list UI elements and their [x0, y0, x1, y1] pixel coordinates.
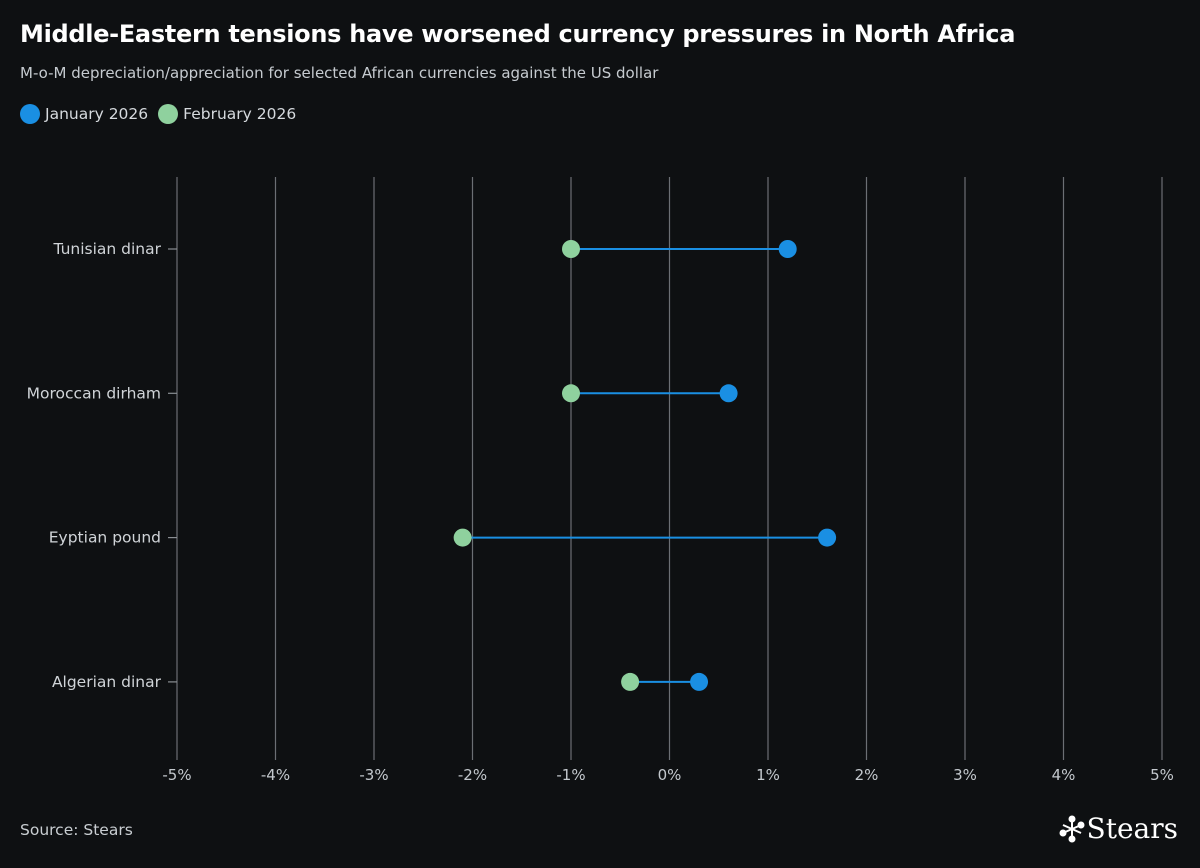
chart-title: Middle-Eastern tensions have worsened cu…: [20, 20, 1016, 48]
x-tick-label: -3%: [359, 766, 388, 784]
point-february: [562, 384, 580, 403]
legend-label-february: February 2026: [183, 105, 297, 123]
category-label: Moroccan dirham: [27, 384, 161, 402]
point-february: [621, 672, 640, 691]
x-tick-label: -5%: [162, 766, 191, 784]
chart-subtitle: M-o-M depreciation/appreciation for sele…: [20, 64, 659, 82]
x-tick-label: 2%: [855, 766, 879, 784]
legend: January 2026 February 2026: [20, 104, 306, 124]
x-tick-label: -2%: [458, 766, 487, 784]
x-tick-label: 3%: [953, 766, 977, 784]
point-january: [690, 672, 709, 691]
legend-swatch-february: [158, 104, 179, 124]
point-january: [719, 384, 738, 403]
legend-label-january: January 2026: [45, 105, 149, 123]
x-tick-label: 4%: [1052, 766, 1076, 784]
legend-item-february: February 2026: [158, 104, 296, 124]
category-label: Tunisian dinar: [52, 240, 161, 258]
category-label: Algerian dinar: [52, 673, 162, 691]
point-january: [778, 240, 797, 258]
legend-item-january: January 2026: [20, 104, 148, 124]
point-february: [453, 528, 472, 547]
x-tick-label: 0%: [658, 766, 682, 784]
x-tick-label: -4%: [261, 766, 290, 784]
stears-logo: Stears: [1059, 812, 1178, 845]
x-tick-label: 1%: [756, 766, 780, 784]
category-label: Eyptian pound: [49, 529, 161, 547]
stears-logo-text: Stears: [1086, 812, 1178, 845]
point-february: [562, 240, 580, 258]
point-january: [818, 528, 837, 547]
legend-swatch-january: [20, 104, 40, 124]
stears-logo-icon: [1059, 815, 1085, 842]
x-tick-label: 5%: [1150, 766, 1174, 784]
x-tick-label: -1%: [556, 766, 585, 784]
source-note: Source: Stears: [20, 821, 133, 839]
